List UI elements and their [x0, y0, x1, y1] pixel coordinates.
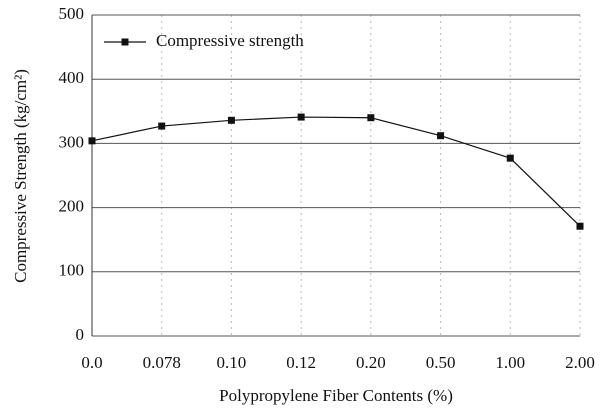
x-tick-label: 0.078 — [143, 353, 181, 372]
legend-marker — [121, 38, 129, 46]
x-tick-label: 0.50 — [426, 353, 456, 372]
marker — [297, 113, 305, 121]
marker — [158, 122, 166, 130]
x-tick-label: 0.12 — [286, 353, 316, 372]
marker — [367, 114, 375, 122]
y-tick-label: 200 — [59, 197, 85, 216]
x-tick-label: 0.0 — [81, 353, 102, 372]
marker — [227, 116, 235, 124]
x-tick-label: 0.20 — [356, 353, 386, 372]
x-tick-label: 2.00 — [565, 353, 595, 372]
x-tick-label: 0.10 — [217, 353, 247, 372]
y-axis-title: Compressive Strength (kg/cm²) — [11, 69, 30, 283]
y-tick-label: 500 — [59, 4, 85, 23]
legend-label: Compressive strength — [156, 31, 304, 50]
x-tick-label: 1.00 — [495, 353, 525, 372]
marker — [576, 222, 584, 230]
x-axis-title: Polypropylene Fiber Contents (%) — [219, 386, 453, 405]
y-tick-label: 0 — [76, 325, 85, 344]
y-tick-label: 400 — [59, 68, 85, 87]
marker — [88, 137, 96, 145]
marker — [506, 154, 514, 162]
line — [91, 116, 581, 227]
y-tick-label: 100 — [59, 261, 85, 280]
y-tick-label: 300 — [59, 132, 85, 151]
marker — [437, 132, 445, 140]
